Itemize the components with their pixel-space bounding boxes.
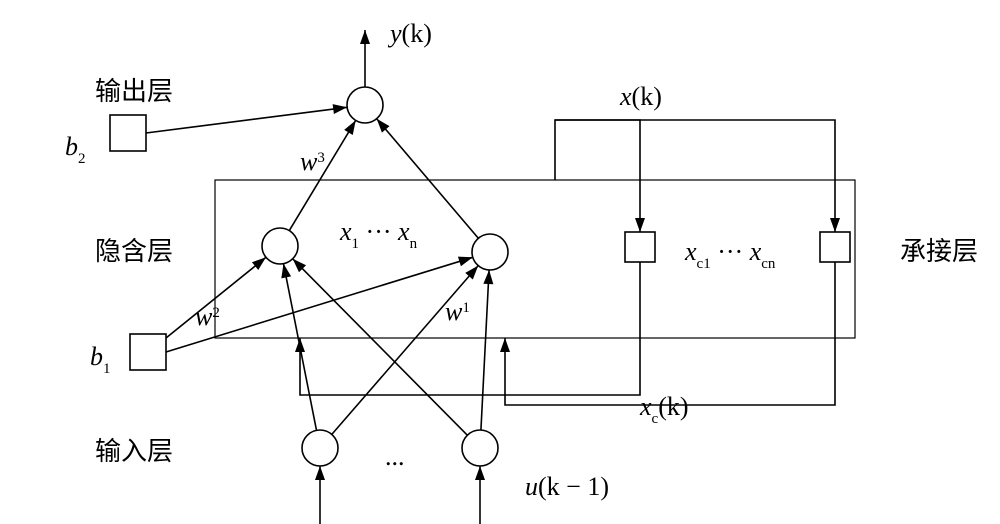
output-node bbox=[347, 87, 383, 123]
label-context-layer: 承接层 bbox=[900, 237, 978, 266]
input-node-2 bbox=[462, 430, 498, 466]
arrow-xk-ctx1-head bbox=[635, 218, 645, 232]
arrow-b1-h2-head bbox=[458, 257, 473, 267]
arrow-b1-h1-head bbox=[252, 257, 266, 270]
label-w3: w3 bbox=[300, 147, 325, 176]
label-input-layer: 输入层 bbox=[95, 437, 173, 466]
input-node-1 bbox=[302, 430, 338, 466]
arrow-i2-h2-head bbox=[483, 270, 493, 284]
arrow-i2-h2 bbox=[481, 270, 489, 430]
arrow-i1-h1-head bbox=[281, 264, 291, 279]
arrow-xc1-rect bbox=[300, 262, 640, 395]
bias-b1-box bbox=[130, 334, 166, 370]
label-output-layer: 输出层 bbox=[95, 77, 173, 106]
label-input-dots: ... bbox=[385, 442, 405, 471]
label-uk: u(k − 1) bbox=[525, 472, 609, 501]
arrow-xk-ctx1 bbox=[555, 120, 640, 232]
elman-network-diagram: 输出层隐含层输入层 承接层 y(k) x(k) xc(k) u(k − 1) b1 b2 w1 w… bbox=[0, 0, 1000, 524]
hidden-node-1 bbox=[262, 228, 298, 264]
arrow-y-out-head bbox=[360, 30, 370, 44]
arrow-xc1-rect-head bbox=[295, 338, 305, 352]
hidden-node-2 bbox=[472, 234, 508, 270]
context-node-2 bbox=[820, 232, 850, 262]
label-w1: w1 bbox=[445, 297, 470, 326]
arrow-u-i2-head bbox=[475, 466, 485, 480]
arrow-xk-ctx2 bbox=[555, 120, 835, 232]
arrow-xc2-rect bbox=[505, 262, 835, 405]
label-xk: x(k) bbox=[619, 82, 662, 111]
arrow-u-i1-head bbox=[315, 466, 325, 480]
arrow-xc2-rect-head bbox=[500, 338, 510, 352]
arrow-h1-out-head bbox=[344, 120, 356, 135]
arrow-b2-out-head bbox=[333, 104, 348, 114]
label-x-range: x1 ··· xn bbox=[339, 217, 418, 252]
label-b1: b1 bbox=[90, 342, 111, 377]
label-xck: xc(k) bbox=[639, 392, 689, 427]
bias-b2-box bbox=[110, 115, 146, 151]
label-w2: w2 bbox=[195, 302, 220, 331]
context-node-1 bbox=[625, 232, 655, 262]
arrow-xk-ctx2-head bbox=[830, 218, 840, 232]
arrow-i1-h2 bbox=[332, 266, 478, 435]
arrow-b2-out bbox=[146, 107, 347, 133]
label-xc-range: xc1 ··· xcn bbox=[684, 237, 776, 272]
label-y: y(k) bbox=[387, 19, 432, 48]
label-hidden-layer: 隐含层 bbox=[95, 237, 173, 266]
label-b2: b2 bbox=[65, 132, 86, 167]
